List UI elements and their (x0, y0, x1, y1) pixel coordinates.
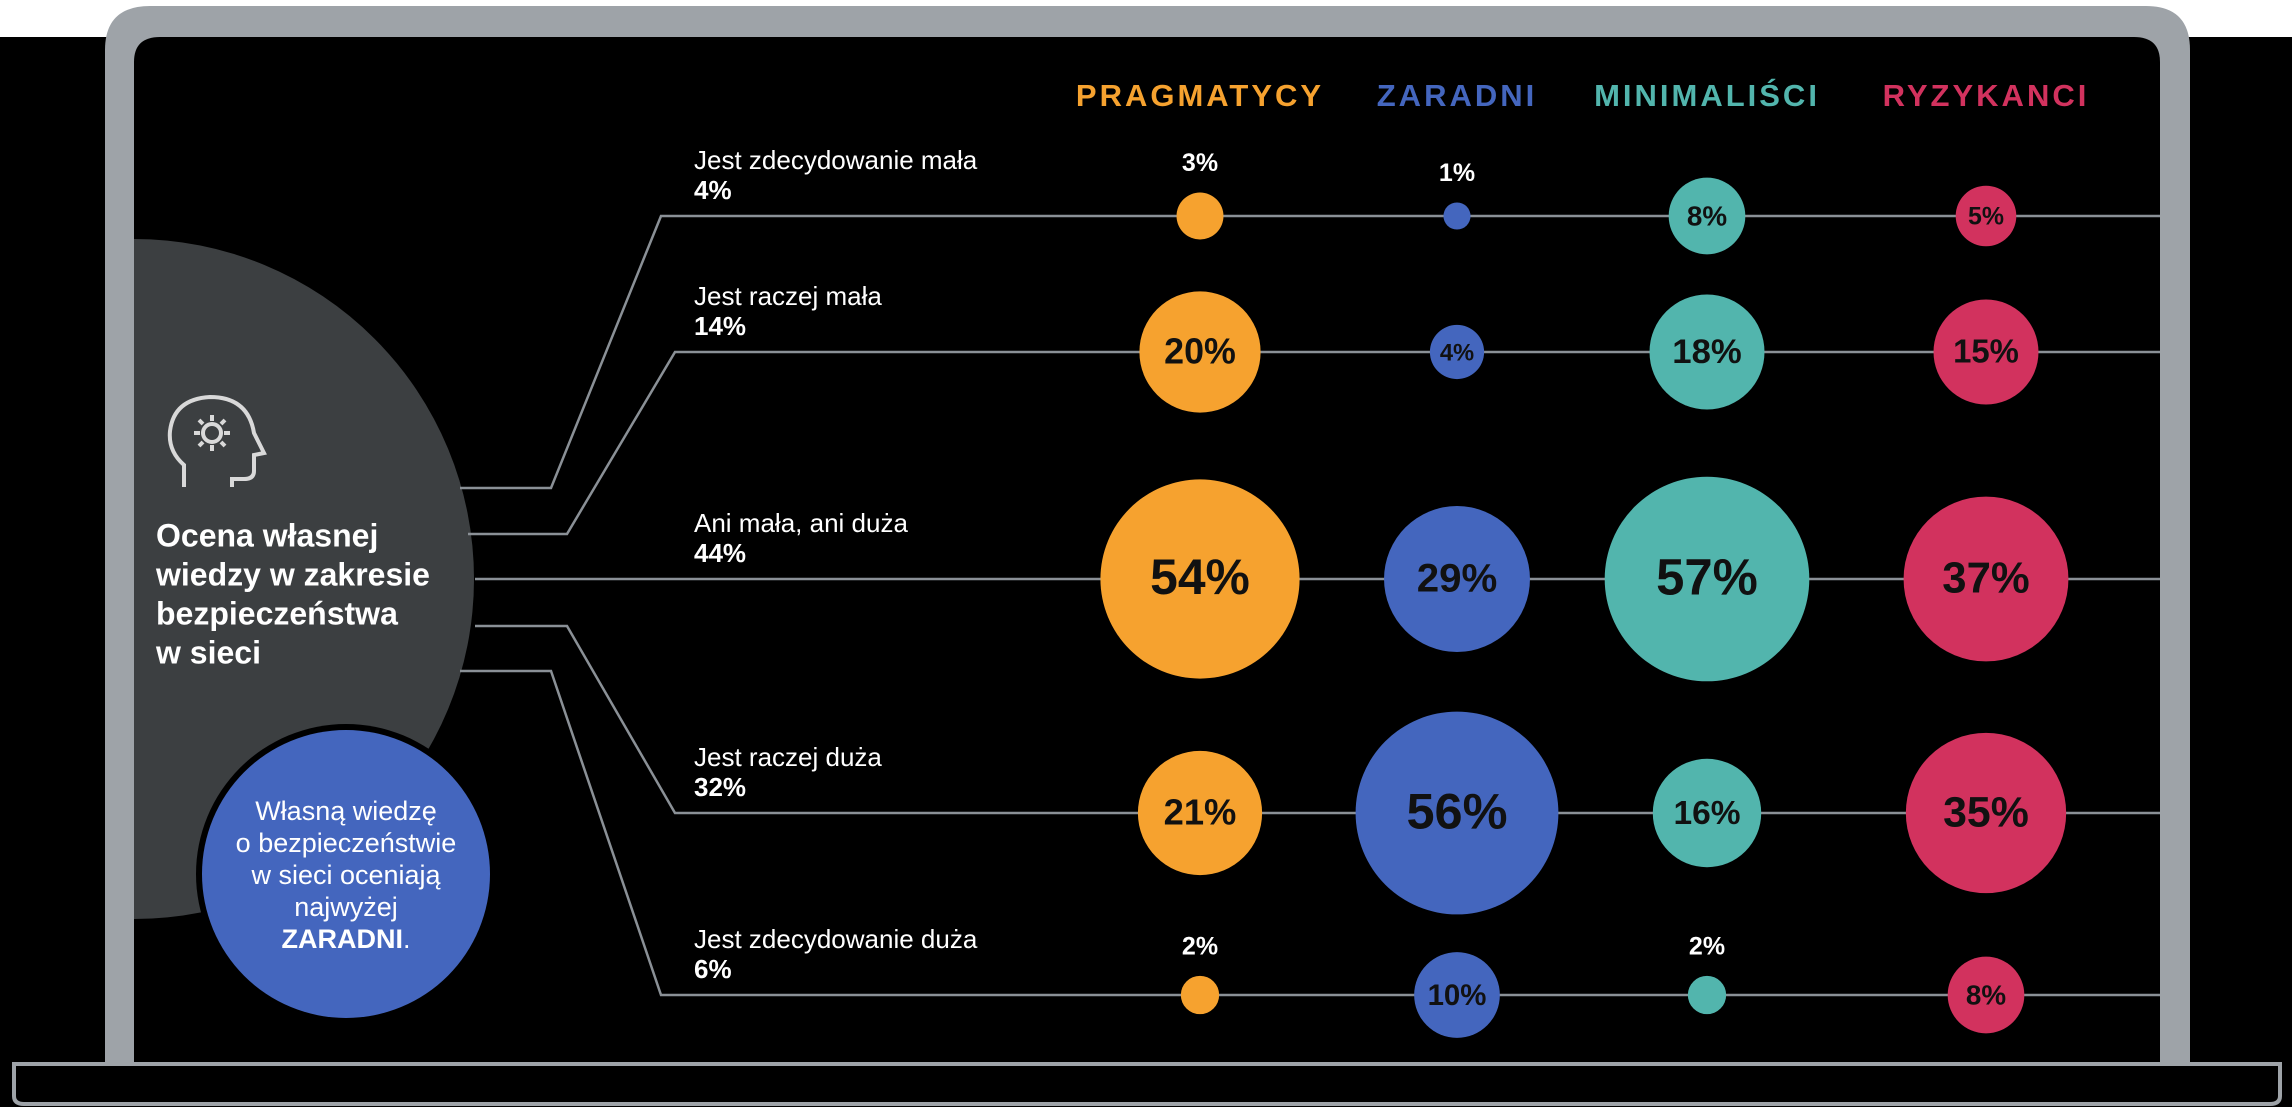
bubble (1443, 202, 1471, 230)
bubble-label: 1% (1439, 159, 1475, 187)
note-circle (202, 730, 490, 1018)
bubble (1355, 711, 1559, 915)
bubble (1652, 758, 1762, 868)
bubble-label: 54% (1150, 549, 1250, 605)
title-line: bezpieczeństwa (156, 595, 398, 631)
note-line: w sieci oceniają (250, 860, 441, 890)
bubble (1649, 294, 1765, 410)
bubble-label: 35% (1943, 788, 2029, 836)
bubble (1176, 192, 1224, 240)
bubble-label: 5% (1968, 203, 2004, 231)
bubble (1100, 479, 1300, 679)
bubble-label: 8% (1966, 979, 2006, 1010)
legend-header: ZARADNI (1377, 78, 1538, 113)
bubble (1180, 975, 1220, 1015)
row-label: Jest zdecydowanie mała (694, 145, 978, 175)
bubble (1139, 291, 1261, 413)
bubble-label: 20% (1164, 331, 1236, 371)
bubble-label: 10% (1428, 979, 1487, 1012)
bubble (1955, 185, 2017, 247)
row-label: Ani mała, ani duża (694, 508, 908, 538)
title-line: wiedzy w zakresie (155, 556, 430, 592)
bubble-label: 29% (1417, 556, 1498, 601)
bubble-label: 4% (1440, 339, 1474, 366)
bubble (1903, 496, 2069, 662)
row-label: Jest zdecydowanie duża (694, 924, 978, 954)
bubble-label: 15% (1953, 333, 2019, 370)
laptop-base (12, 1062, 2282, 1106)
bubble-label: 3% (1182, 149, 1218, 177)
bubble-label: 18% (1672, 333, 1741, 371)
row-total: 14% (694, 311, 746, 341)
bubble-label: 8% (1687, 200, 1727, 231)
connector-line (460, 214, 2160, 490)
connector-line (468, 350, 2160, 536)
legend-header: RYZYKANCI (1883, 78, 2090, 113)
legend-header: PRAGMATYCY (1076, 78, 1324, 113)
note-line: Własną wiedzę (255, 796, 437, 826)
bubble-label: 56% (1406, 782, 1507, 839)
bubble (1905, 732, 2067, 894)
connectors (460, 214, 2160, 997)
connector-line (460, 669, 2160, 997)
bubble-label: 37% (1942, 554, 2029, 603)
row-total: 32% (694, 772, 746, 802)
bubble (1429, 324, 1485, 380)
bubble (1668, 177, 1746, 255)
bubble-label: 16% (1673, 795, 1740, 832)
note-line: o bezpieczeństwie (236, 828, 457, 858)
bubble (1604, 476, 1810, 682)
row-label: Jest raczej mała (694, 281, 882, 311)
note-highlight: ZARADNI (281, 924, 403, 954)
row-total: 44% (694, 538, 746, 568)
legend-header: MINIMALIŚCI (1594, 77, 1820, 113)
note-end: . (403, 924, 411, 954)
row-total: 6% (694, 954, 732, 984)
title-line: Ocena własnej (156, 517, 378, 553)
bubble (1137, 750, 1263, 876)
bubble (1947, 956, 2025, 1034)
bubble-label: 2% (1689, 932, 1725, 960)
bubble (1687, 975, 1727, 1015)
bubble (1384, 506, 1530, 652)
title-line: w sieci (155, 634, 261, 670)
note-last: ZARADNI. (281, 924, 410, 954)
row-total: 4% (694, 175, 732, 205)
note-line: najwyżej (294, 892, 398, 922)
head-icon (167, 394, 267, 487)
bubble (1933, 299, 2039, 405)
bubble (1414, 952, 1500, 1038)
bubble-label: 57% (1656, 548, 1758, 605)
bubble-label: 21% (1164, 792, 1237, 833)
bubble-label: 2% (1182, 932, 1218, 960)
row-label: Jest raczej duża (694, 742, 882, 772)
